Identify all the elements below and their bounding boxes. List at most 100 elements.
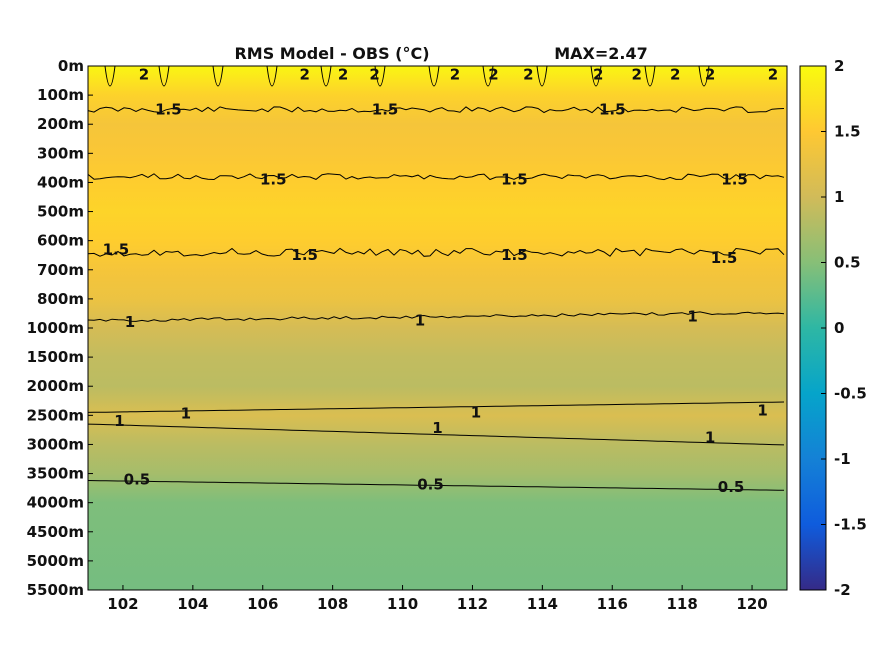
contour-line (212, 65, 224, 87)
y-tick-label: 300m (37, 144, 84, 162)
y-tick-label: 400m (37, 173, 84, 191)
contour-label: 2 (523, 66, 533, 84)
y-tick-label: 4000m (27, 494, 84, 512)
contour-label: 2 (139, 66, 149, 84)
contour-label: 2 (631, 66, 641, 84)
y-tick-label: 4500m (27, 523, 84, 541)
chart-title: RMS Model - OBS (°C) (234, 44, 429, 63)
y-tick-label: 2500m (27, 406, 84, 424)
contour-line (87, 311, 785, 322)
y-tick-label: 5500m (27, 581, 84, 599)
contour-label: 1.5 (372, 101, 399, 119)
y-axis-ticks: 0m 100m 200m 300m 400m 500m 600m 700m 800m 1000m 1… (27, 57, 93, 599)
contour-label: 0.5 (417, 476, 444, 494)
x-axis-ticks: 102 104 106 108 110 112 114 116 118 120 (107, 585, 768, 613)
contour-line (320, 65, 332, 87)
x-tick-label: 110 (387, 595, 418, 613)
x-tick-label: 118 (666, 595, 697, 613)
x-tick-label: 106 (247, 595, 278, 613)
contour-line (644, 65, 656, 87)
y-tick-label: 100m (37, 86, 84, 104)
colorbar-tick-label: 1 (834, 188, 844, 206)
y-tick-label: 1000m (27, 319, 84, 337)
contour-label: 1.5 (501, 246, 528, 264)
contour-label: 2 (450, 66, 460, 84)
colorbar-tick-label: 1.5 (834, 123, 861, 141)
contour-label: 1 (114, 412, 124, 430)
contour-line (266, 65, 278, 87)
contour-label: 1.5 (291, 246, 318, 264)
y-tick-label: 800m (37, 290, 84, 308)
contour-label: 2 (705, 66, 715, 84)
colorbar-tick-label: -1 (834, 450, 851, 468)
contour-label: 1 (705, 428, 715, 446)
y-tick-label: 700m (37, 261, 84, 279)
contour-label: 1.5 (501, 171, 528, 189)
x-tick-label: 104 (177, 595, 208, 613)
colorbar-tick-label: -0.5 (834, 385, 867, 403)
y-tick-label: 5000m (27, 552, 84, 570)
contour-line (87, 480, 785, 491)
contour-label: 2 (768, 66, 778, 84)
contour-label: 1.5 (260, 171, 287, 189)
contour-line (87, 247, 785, 257)
contour-line (87, 106, 785, 114)
contour-label: 2 (369, 66, 379, 84)
contour-label: 1.5 (721, 171, 748, 189)
y-tick-label: 3000m (27, 435, 84, 453)
contour-label: 2 (593, 66, 603, 84)
y-tick-label: 0m (58, 57, 84, 75)
contour-label: 1.5 (599, 101, 626, 119)
contour-label: 2 (299, 66, 309, 84)
contour-line (698, 65, 710, 87)
colorbar-tick-label: 2 (834, 57, 844, 75)
contour-line (374, 65, 386, 87)
y-tick-label: 500m (37, 203, 84, 221)
heatmap-field (88, 66, 787, 590)
contour-line (536, 65, 548, 87)
x-tick-label: 108 (317, 595, 348, 613)
colorbar-tick-label: 0.5 (834, 254, 861, 272)
colorbar-tick-label: -2 (834, 581, 851, 599)
max-annotation: MAX=2.47 (554, 44, 648, 63)
contour-label: 1 (471, 403, 481, 421)
y-tick-label: 200m (37, 115, 84, 133)
contour-label: 1 (757, 402, 767, 420)
contour-label: 2 (338, 66, 348, 84)
contour-line (87, 173, 785, 181)
contour-label: 1 (687, 307, 697, 325)
contour-label: 1 (415, 312, 425, 330)
x-tick-label: 102 (107, 595, 138, 613)
contour-line (87, 423, 785, 446)
contour-label: 1 (125, 313, 135, 331)
contour-labels: 1.5 1.5 1.5 1.5 1.5 1.5 1.5 1.5 1.5 1.5 1 1 1 1 1 1 1 1 1 0… (103, 66, 779, 496)
contour-label: 1 (181, 405, 191, 423)
contour-label: 2 (670, 66, 680, 84)
contour-label: 1 (432, 419, 442, 437)
contour-label: 2 (488, 66, 498, 84)
contour-line (87, 401, 785, 413)
contour-label: 1.5 (711, 249, 738, 267)
y-tick-label: 1500m (27, 348, 84, 366)
contour-line (590, 65, 602, 87)
y-tick-label: 2000m (27, 377, 84, 395)
contour-line (482, 65, 494, 87)
contour-label: 1.5 (103, 240, 130, 258)
colorbar-tick-label: 0 (834, 319, 844, 337)
x-tick-label: 116 (597, 595, 628, 613)
contour-lines (87, 65, 785, 491)
contour-line (104, 65, 116, 87)
x-tick-label: 120 (736, 595, 767, 613)
contour-label: 0.5 (718, 478, 745, 496)
contour-line (158, 65, 170, 87)
colorbar-tick-label: -1.5 (834, 516, 867, 534)
y-tick-label: 600m (37, 232, 84, 250)
y-tick-label: 3500m (27, 465, 84, 483)
contour-label: 0.5 (124, 470, 151, 488)
colorbar-ticks: 2 1.5 1 0.5 0 -0.5 -1 -1.5 -2 (821, 57, 867, 599)
contour-label: 1.5 (155, 101, 182, 119)
x-tick-label: 114 (527, 595, 558, 613)
x-tick-label: 112 (457, 595, 488, 613)
contour-line (428, 65, 440, 87)
